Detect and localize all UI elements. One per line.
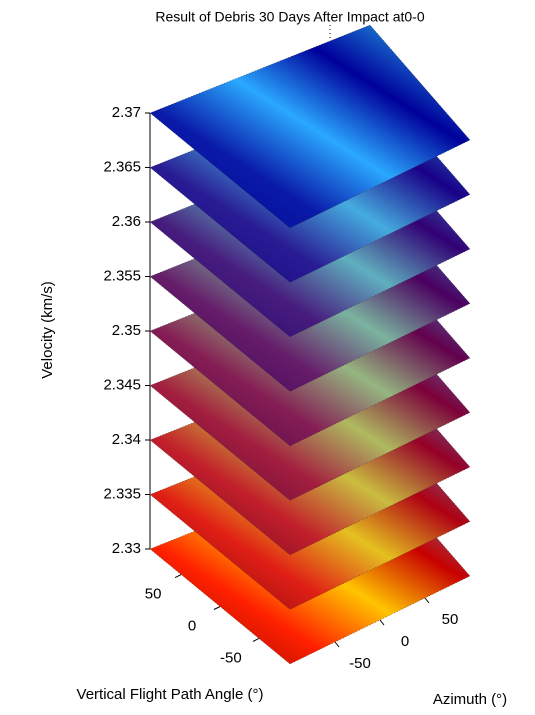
z-tick-label: 2.35	[112, 322, 141, 339]
z-axis-label: Velocity (km/s)	[39, 281, 56, 379]
z-tick-label: 2.36	[112, 213, 141, 230]
x-tick-label: 50	[442, 611, 459, 628]
z-tick-label: 2.345	[103, 376, 141, 393]
x-tick	[334, 641, 340, 648]
y-tick	[213, 606, 221, 610]
y-tick-label: 0	[188, 617, 196, 634]
y-axis-label: Vertical Flight Path Angle (°)	[77, 686, 264, 703]
z-tick-label: 2.34	[112, 431, 141, 448]
slice	[149, 24, 471, 229]
y-tick-label: -50	[220, 649, 242, 666]
x-tick-label: -50	[349, 655, 371, 672]
y-tick-label: 50	[145, 586, 162, 603]
z-tick-label: 2.33	[112, 540, 141, 557]
z-tick-label: 2.37	[112, 104, 141, 121]
z-tick-label: 2.365	[103, 158, 141, 175]
x-tick	[379, 619, 385, 626]
z-tick-label: 2.355	[103, 267, 141, 284]
y-tick	[174, 574, 182, 579]
z-tick-label: 2.335	[103, 485, 141, 502]
x-tick-label: 0	[401, 633, 409, 650]
chart-title: Result of Debris 30 Days After Impact at…	[155, 9, 424, 25]
x-tick	[424, 597, 430, 604]
y-tick	[252, 637, 260, 642]
x-axis-label: Azimuth (°)	[433, 691, 507, 708]
